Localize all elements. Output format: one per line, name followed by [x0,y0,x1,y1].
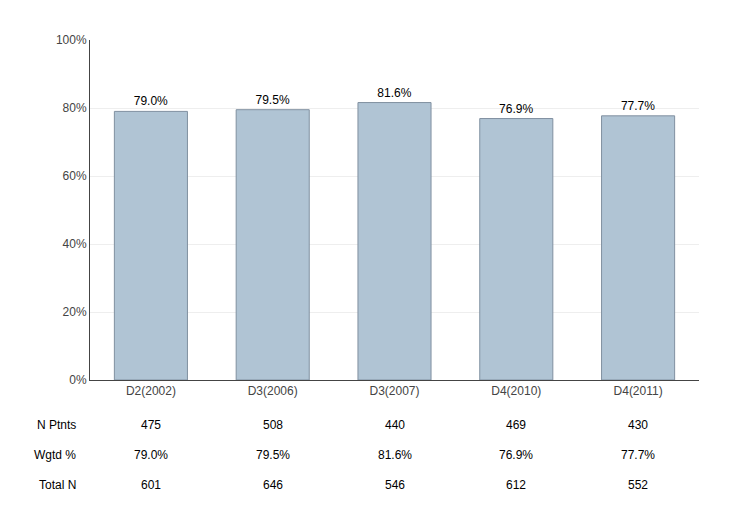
svg-text:77.7%: 77.7% [621,99,655,113]
svg-text:81.6%: 81.6% [377,86,411,100]
svg-text:601: 601 [141,478,161,492]
svg-text:60%: 60% [63,169,87,183]
svg-text:40%: 40% [63,237,87,251]
svg-text:475: 475 [141,418,161,432]
svg-text:79.0%: 79.0% [134,94,168,108]
svg-text:0%: 0% [69,373,87,387]
svg-text:612: 612 [506,478,526,492]
svg-text:469: 469 [506,418,526,432]
svg-text:81.6%: 81.6% [378,448,412,462]
svg-text:79.5%: 79.5% [256,93,290,107]
svg-text:80%: 80% [63,101,87,115]
svg-text:100%: 100% [56,33,87,47]
svg-text:77.7%: 77.7% [621,448,655,462]
svg-text:D4(2010): D4(2010) [491,384,541,398]
svg-text:Wgtd %: Wgtd % [34,448,76,462]
svg-text:76.9%: 76.9% [499,102,533,116]
svg-text:76.9%: 76.9% [499,448,533,462]
svg-text:D4(2011): D4(2011) [614,384,663,398]
svg-text:546: 546 [385,478,405,492]
svg-text:20%: 20% [63,305,87,319]
svg-text:430: 430 [628,418,648,432]
svg-text:79.0%: 79.0% [134,448,168,462]
svg-text:508: 508 [263,418,283,432]
svg-text:D3(2007): D3(2007) [369,384,419,398]
svg-text:N Ptnts: N Ptnts [37,418,76,432]
svg-text:Total N: Total N [39,478,76,492]
svg-text:D3(2006): D3(2006) [248,384,298,398]
svg-text:D2(2002): D2(2002) [126,384,176,398]
svg-text:440: 440 [385,418,405,432]
svg-text:646: 646 [263,478,283,492]
svg-text:552: 552 [628,478,648,492]
svg-text:79.5%: 79.5% [256,448,290,462]
